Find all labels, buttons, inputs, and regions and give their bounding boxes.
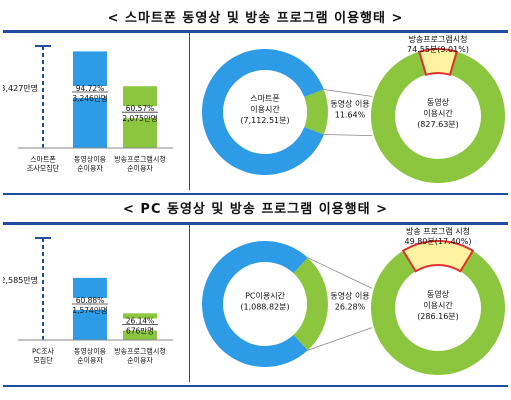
donut-center-label: 동영상 이용시간 (286.16분) [417, 289, 459, 321]
category-label: 스마트폰 조사모집단 [27, 155, 60, 173]
category-label: 방송프로그램시청 순이용자 [114, 347, 166, 365]
donut-video-main-slice [371, 250, 505, 375]
bar [73, 51, 107, 148]
panel-divider [189, 33, 190, 190]
donut-video-slice [293, 257, 328, 351]
section-title: < 스마트폰 동영상 및 방송 프로그램 이용행태 > [107, 11, 404, 26]
section-title: < PC 동영상 및 방송 프로그램 이용행태 > [123, 202, 388, 217]
donut-chart: PC이용시간 (1,088.82분) 동영상 이용 26.28% 동영상 이용시간 (286… [202, 226, 505, 375]
donut-video-main-slice [370, 51, 505, 184]
donut-broadcast-slice [418, 48, 458, 76]
video-share-label: 동영상 이용 26.28% [330, 291, 369, 312]
connector-line [323, 89, 373, 97]
total-label: 3,427만명 [3, 83, 38, 93]
connector-line [307, 327, 373, 351]
connector-line [307, 257, 373, 289]
donut-center-label: 스마트폰 이용시간 (7,112.51분) [240, 94, 289, 125]
donut-main-slice [202, 241, 308, 367]
bar-chart: 2,585만명 60.88%1,574만명 26.14%676만명 PC조사 모집단 동영… [3, 237, 173, 365]
bar-pct-label: 60.88% [76, 296, 105, 305]
bar-count-label: 1,574만명 [72, 305, 107, 315]
category-label: 동영상이용 순이용자 [74, 347, 107, 365]
total-label: 2,585만명 [3, 275, 38, 285]
donut-main-slice [202, 49, 324, 175]
bar-count-label: 3,246만명 [72, 93, 107, 103]
category-label: 동영상이용 순이용자 [74, 155, 107, 173]
bar-count-label: 2,075만명 [122, 113, 157, 123]
section-panel [3, 222, 508, 387]
broadcast-share-label: 방송프로그램시청 74.55분(9.01%) [407, 34, 469, 54]
bar-count-label: 676만명 [126, 326, 154, 336]
category-label: 방송프로그램시청 순이용자 [114, 155, 166, 173]
donut-chart: 스마트폰 이용시간 (7,112.51분) 동영상 이용 11.64% 동영상 이용시간 (8… [202, 34, 505, 184]
panel-divider [189, 225, 190, 382]
bar-pct-label: 94.72% [76, 84, 105, 93]
donut-center-label: PC이용시간 (1,088.82분) [240, 291, 289, 312]
donut-broadcast-slice [401, 240, 475, 273]
bar-pct-label: 60.57% [126, 104, 155, 113]
donut-center-label: 동영상 이용시간 (827.63분) [417, 97, 459, 129]
section-panel [3, 30, 508, 195]
video-share-label: 동영상 이용 11.64% [330, 99, 369, 120]
broadcast-share-label: 방송 프로그램 시청 49.80분(17.40%) [404, 226, 471, 246]
connector-line [323, 134, 373, 137]
donut-video-slice [304, 89, 328, 135]
bar-pct-label: 26.14% [126, 317, 155, 326]
category-label: PC조사 모집단 [32, 347, 55, 365]
